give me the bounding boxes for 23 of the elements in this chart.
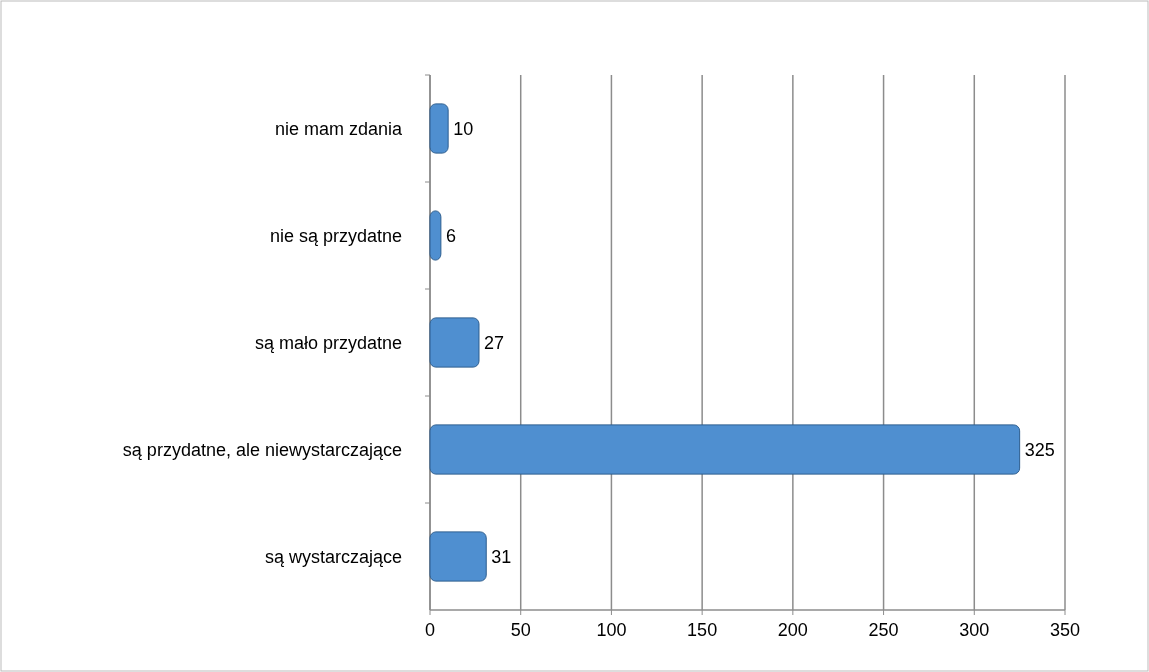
bar [429,317,480,368]
bar [429,103,449,154]
x-tick-label: 200 [777,620,808,640]
y-tick-label: są przydatne, ale niewystarczające [122,439,402,460]
bar [429,424,1021,475]
x-tick-label: 0 [424,620,436,640]
x-tick-label: 100 [596,620,627,640]
x-tick-label: 150 [687,620,718,640]
data-label: 10 [453,118,474,139]
y-tick-label: nie mam zdania [274,118,403,139]
y-tick-label: nie są przydatne [269,225,402,246]
data-label: 325 [1024,439,1055,460]
bar [429,210,442,261]
bar [429,531,487,582]
x-tick-label: 350 [1049,620,1081,640]
x-tick-label: 50 [510,620,531,640]
data-label: 31 [491,546,512,567]
x-tick-label: 300 [959,620,990,640]
data-label: 6 [445,225,456,246]
x-tick-label: 250 [868,620,899,640]
y-tick-label: są mało przydatne [254,332,402,353]
y-tick-label: są wystarczające [264,546,402,567]
data-label: 27 [483,332,505,353]
